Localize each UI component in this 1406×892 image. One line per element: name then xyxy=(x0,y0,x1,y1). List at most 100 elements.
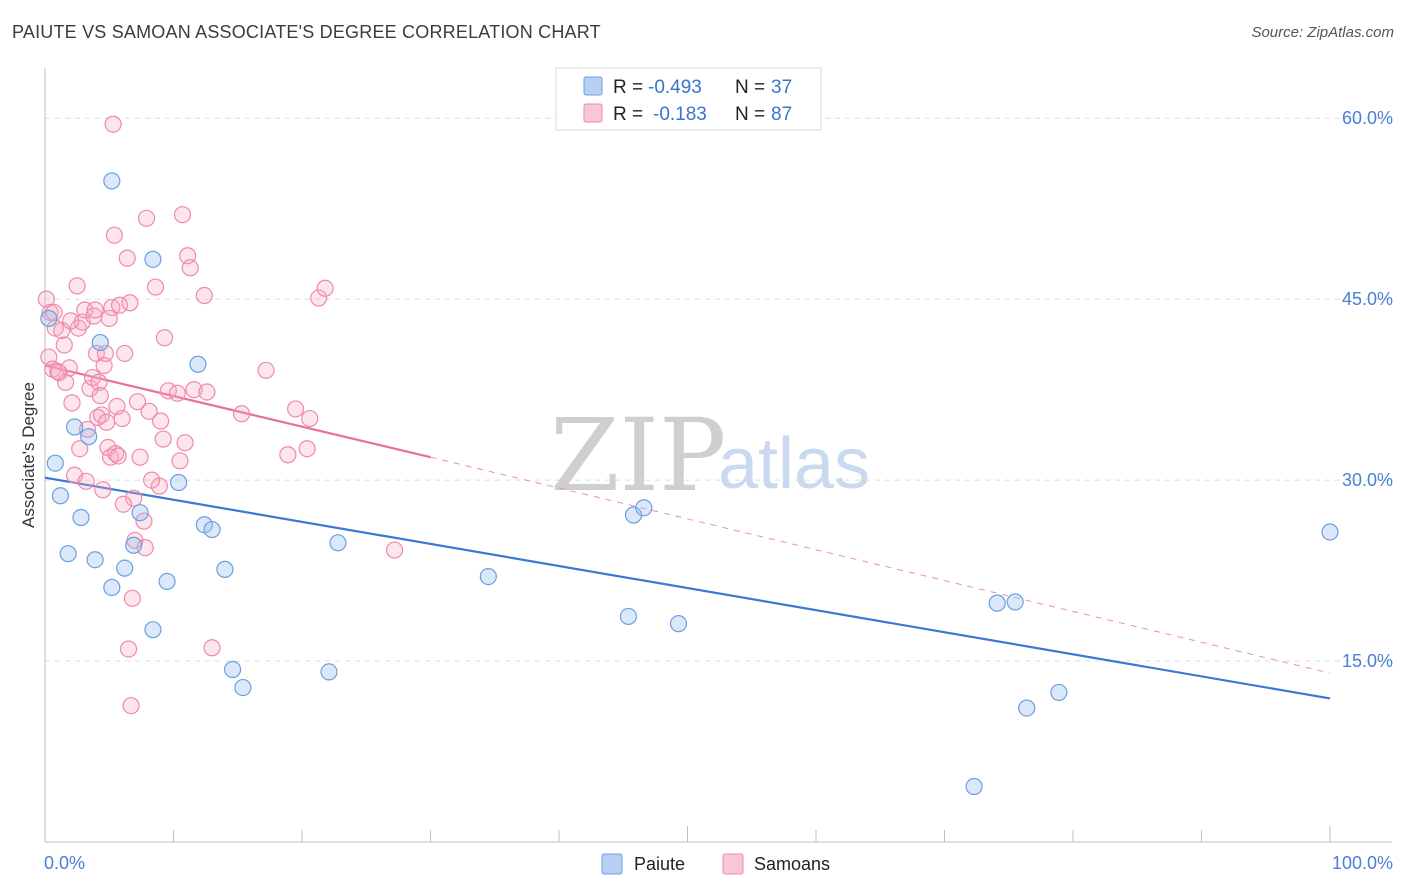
samoan-point-37 xyxy=(107,444,125,463)
paiute-point-2 xyxy=(51,487,70,505)
data-points xyxy=(37,115,1339,796)
paiute-point-27 xyxy=(619,607,637,626)
legend-n-value-samoans: 87 xyxy=(771,104,792,125)
y-tick-label-3: 60.0% xyxy=(1342,108,1393,128)
samoan-point-50 xyxy=(131,448,149,466)
bottom-legend-swatch-paiute xyxy=(601,853,623,875)
samoan-point-73 xyxy=(279,446,297,464)
y-tick-label-0: 15.0% xyxy=(1342,651,1393,671)
watermark-atlas: atlas xyxy=(718,424,870,504)
samoan-point-39 xyxy=(110,296,129,314)
legend-n-label-paiute: N = xyxy=(735,77,765,98)
paiute-point-30 xyxy=(669,615,688,633)
samoan-point-42 xyxy=(118,249,136,267)
trend-lines xyxy=(44,364,1331,700)
samoan-point-66 xyxy=(181,259,199,277)
samoan-point-54 xyxy=(140,402,158,420)
legend-n-value-paiute: 37 xyxy=(771,77,792,98)
samoan-point-16 xyxy=(77,472,95,490)
samoan-point-81 xyxy=(62,312,80,330)
samoan-point-13 xyxy=(71,440,89,458)
bottom-legend: Paiute Samoans xyxy=(601,853,830,875)
chart-title: PAIUTE VS SAMOAN ASSOCIATE'S DEGREE CORR… xyxy=(12,22,601,42)
samoan-point-53 xyxy=(137,209,156,227)
samoan-point-32 xyxy=(100,309,118,328)
legend-r-label-samoans: R = xyxy=(613,104,643,125)
samoan-point-74 xyxy=(286,400,305,418)
samoan-point-57 xyxy=(152,412,170,430)
paiute-point-4 xyxy=(65,418,84,436)
paiute-point-7 xyxy=(86,551,104,569)
samoan-point-84 xyxy=(109,447,127,465)
samoan-point-55 xyxy=(146,278,165,296)
samoan-point-24 xyxy=(90,373,108,391)
paiute-point-23 xyxy=(234,678,252,697)
samoan-point-36 xyxy=(105,226,123,244)
paiute-point-15 xyxy=(144,250,162,268)
samoan-point-86 xyxy=(143,471,161,489)
paiute-point-22 xyxy=(224,660,242,679)
samoan-point-25 xyxy=(91,387,109,405)
axes xyxy=(44,68,1392,843)
samoan-point-70 xyxy=(203,639,221,657)
legend-r-value-paiute: -0.493 xyxy=(648,77,702,98)
samoan-point-30 xyxy=(98,413,116,431)
samoan-point-77 xyxy=(310,289,328,307)
samoan-point-45 xyxy=(122,697,140,715)
samoan-point-51 xyxy=(135,512,153,530)
samoan-point-78 xyxy=(316,279,334,297)
legend-r-label-paiute: R = xyxy=(613,77,643,98)
samoan-point-17 xyxy=(78,420,97,439)
samoan-point-72 xyxy=(257,361,275,379)
samoan-point-79 xyxy=(385,541,404,559)
paiute-point-35 xyxy=(965,777,983,796)
samoan-point-63 xyxy=(173,206,192,224)
paiute-point-1 xyxy=(46,454,64,472)
legend-swatch-paiute xyxy=(583,76,603,96)
samoan-point-2 xyxy=(41,303,59,322)
samoan-point-29 xyxy=(96,344,114,363)
samoan-point-11 xyxy=(68,277,86,295)
legend-swatch-samoans xyxy=(583,103,603,123)
bottom-legend-swatch-samoans xyxy=(722,853,744,875)
samoan-point-47 xyxy=(125,489,143,507)
samoan-point-21 xyxy=(86,301,104,319)
samoan-point-67 xyxy=(185,381,203,399)
paiute-point-34 xyxy=(1050,683,1068,702)
x-tick-label-1: 100.0% xyxy=(1332,853,1393,873)
legend-row-paiute: R = -0.493 N = 37 xyxy=(583,76,792,98)
legend-r-value-samoans: -0.183 xyxy=(653,104,707,125)
x-tick-label-0: 0.0% xyxy=(44,853,85,873)
paiute-point-13 xyxy=(131,504,149,522)
paiute-point-17 xyxy=(170,473,188,492)
samoan-point-49 xyxy=(128,393,147,411)
trend-line-samoans xyxy=(44,364,431,459)
samoan-point-59 xyxy=(155,329,174,347)
paiute-point-26 xyxy=(479,568,497,586)
paiute-point-31 xyxy=(988,594,1006,612)
paiute-point-14 xyxy=(144,621,162,639)
samoan-point-35 xyxy=(104,115,122,133)
paiute-point-21 xyxy=(216,560,234,578)
legend-row-samoans: R = -0.183 N = 87 xyxy=(583,103,792,125)
paiute-point-9 xyxy=(103,578,121,597)
y-tick-label-2: 45.0% xyxy=(1342,289,1393,309)
samoan-point-22 xyxy=(87,344,106,363)
samoan-point-71 xyxy=(233,405,251,423)
paiute-point-20 xyxy=(203,520,221,539)
source-label: Source: ZipAtlas.com xyxy=(1251,24,1394,41)
paiute-point-3 xyxy=(59,545,77,563)
legend-n-label-samoans: N = xyxy=(735,104,765,125)
samoan-point-58 xyxy=(154,430,172,448)
paiute-point-16 xyxy=(158,572,176,591)
samoan-point-68 xyxy=(195,286,213,305)
paiute-point-11 xyxy=(116,559,134,577)
samoan-point-75 xyxy=(298,440,316,458)
trend-line-paiute xyxy=(44,476,1331,700)
paiute-point-32 xyxy=(1006,593,1024,611)
samoan-point-0 xyxy=(37,290,55,308)
paiute-point-33 xyxy=(1018,699,1036,717)
samoan-point-40 xyxy=(113,409,131,428)
samoan-point-43 xyxy=(119,640,138,658)
